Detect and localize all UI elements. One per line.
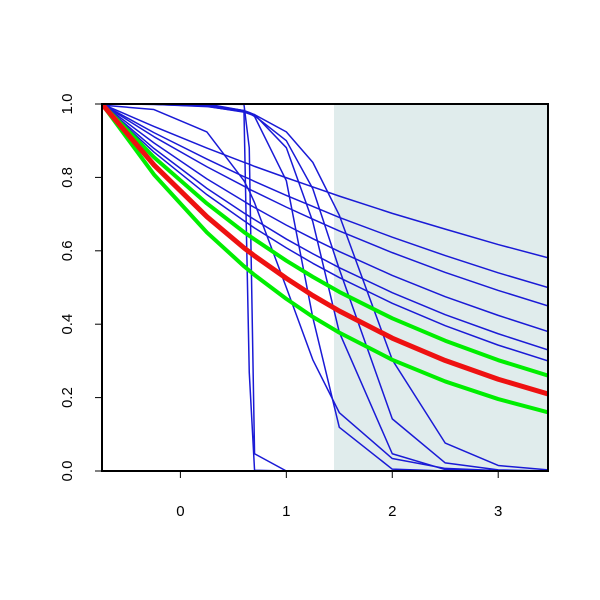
series-line xyxy=(102,104,548,289)
series-line xyxy=(102,104,548,259)
y-tick-label: 0.6 xyxy=(59,240,76,261)
series-line xyxy=(102,104,548,471)
x-tick-label: 3 xyxy=(494,503,502,520)
x-tick-label: 0 xyxy=(176,503,184,520)
series-line xyxy=(102,104,548,397)
x-tick-label: 2 xyxy=(388,503,396,520)
y-tick-label: 1.0 xyxy=(59,94,76,115)
series-line xyxy=(102,104,548,351)
x-tick-label: 1 xyxy=(282,503,290,520)
series-line xyxy=(102,104,548,471)
y-tick-label: 0.2 xyxy=(59,387,76,408)
axes: 0 1 2 3 0.0 0.2 0.4 0.6 0.8 1.0 xyxy=(59,94,502,520)
series-line xyxy=(102,104,548,307)
y-tick-label: 0.0 xyxy=(59,461,76,482)
y-tick-label: 0.4 xyxy=(59,314,76,335)
plot-frame xyxy=(101,103,549,472)
series-line xyxy=(102,104,548,471)
y-tick-label: 0.8 xyxy=(59,167,76,188)
series-line xyxy=(102,104,548,415)
plot-area xyxy=(102,104,548,471)
series-line xyxy=(102,104,548,333)
series-line xyxy=(102,104,548,378)
series-line xyxy=(102,104,548,362)
shaded-region xyxy=(334,104,548,471)
